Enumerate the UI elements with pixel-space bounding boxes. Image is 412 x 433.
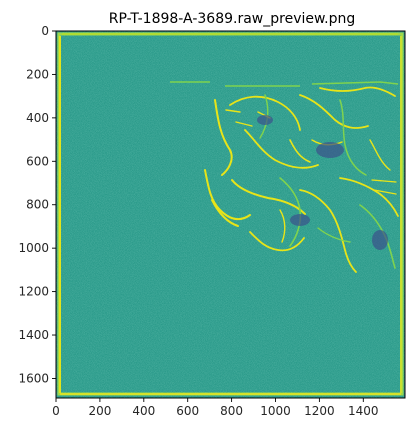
drawing-strokes	[204, 86, 399, 273]
x-tick-label: 800	[220, 404, 243, 418]
x-tick-label: 200	[88, 404, 111, 418]
y-tick-label: 0	[41, 24, 49, 38]
x-tick-label: 1000	[260, 404, 291, 418]
x-tick-label: 600	[176, 404, 199, 418]
drawing-dark-patches	[257, 115, 388, 250]
y-tick-label: 1200	[18, 285, 49, 299]
x-tick-label: 0	[52, 404, 60, 418]
y-tick-label: 800	[26, 198, 49, 212]
y-tick-label: 1000	[18, 241, 49, 255]
image-noise	[56, 31, 405, 398]
y-tick-label: 200	[26, 67, 49, 81]
y-tick-label: 1600	[18, 371, 49, 385]
image-plot-area	[56, 31, 405, 398]
y-tick-label: 400	[26, 111, 49, 125]
y-tick-label: 600	[26, 154, 49, 168]
x-axis: 0 200 400 600 800 1000 1200 1400	[52, 398, 379, 418]
x-tick-label: 1400	[348, 404, 379, 418]
y-tick-label: 1400	[18, 328, 49, 342]
y-axis: 0 200 400 600 800 1000 1200 1400 1600	[18, 24, 56, 385]
sheet-border	[57, 32, 404, 396]
drawing-stroke-top	[170, 81, 399, 87]
axes-frame	[55, 30, 406, 399]
x-tick-label: 1200	[304, 404, 335, 418]
x-tick-label: 400	[132, 404, 155, 418]
chart-title: RP-T-1898-A-3689.raw_preview.png	[109, 11, 356, 27]
